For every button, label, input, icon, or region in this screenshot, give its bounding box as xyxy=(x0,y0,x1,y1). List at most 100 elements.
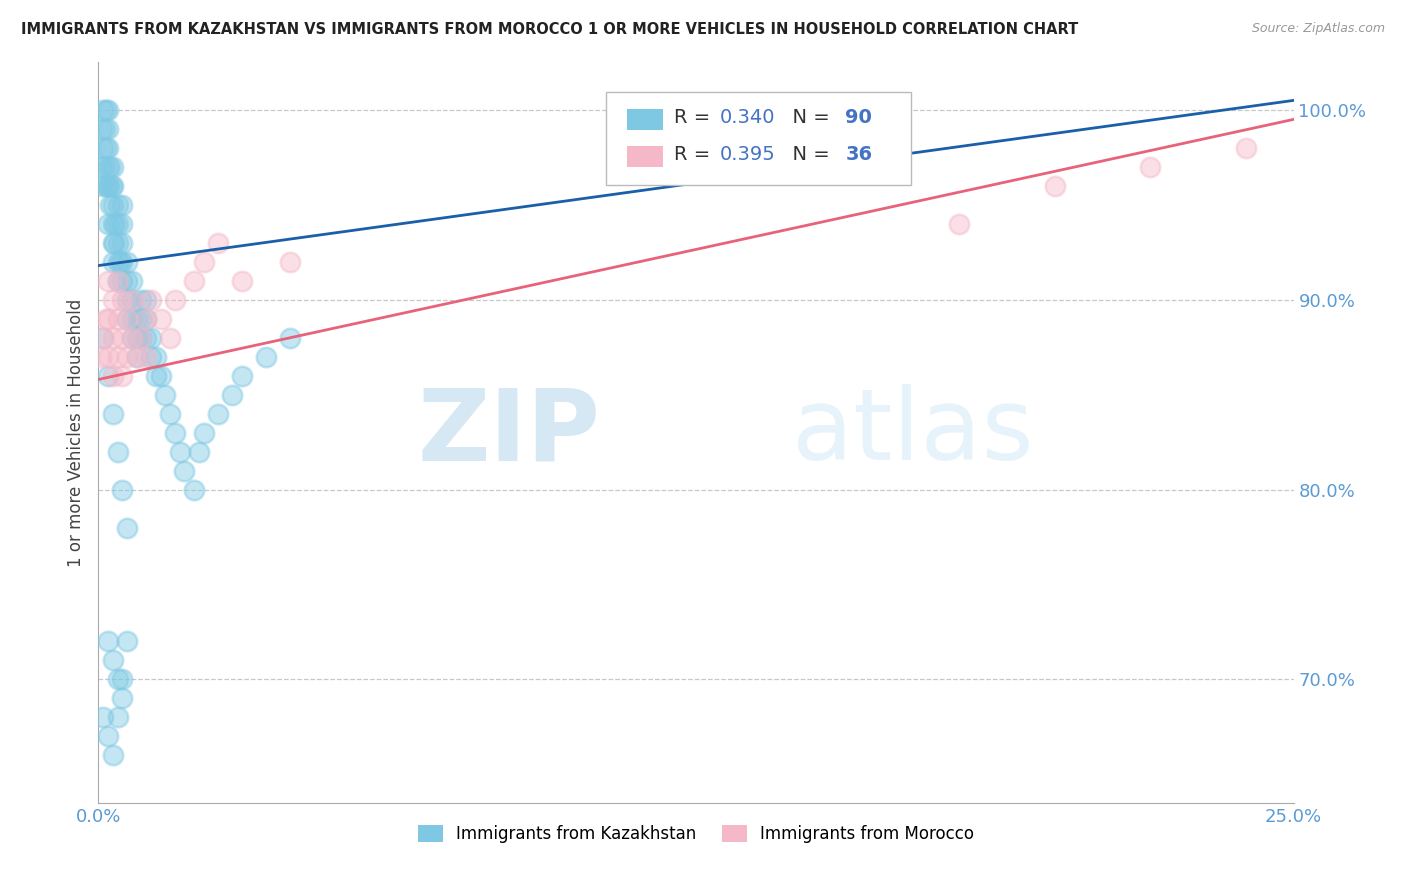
Point xyxy=(91,103,114,117)
Point xyxy=(107,198,129,212)
Point xyxy=(111,254,134,268)
Point xyxy=(149,368,172,383)
Point xyxy=(107,350,129,364)
Point xyxy=(1139,160,1161,174)
Point xyxy=(91,141,114,155)
Text: IMMIGRANTS FROM KAZAKHSTAN VS IMMIGRANTS FROM MOROCCO 1 OR MORE VEHICLES IN HOUS: IMMIGRANTS FROM KAZAKHSTAN VS IMMIGRANTS… xyxy=(21,22,1078,37)
Point xyxy=(139,293,162,307)
Point xyxy=(111,368,134,383)
Point xyxy=(111,235,134,250)
Point xyxy=(115,274,138,288)
Point xyxy=(125,331,148,345)
Point xyxy=(125,350,148,364)
Point xyxy=(115,634,138,648)
Text: 36: 36 xyxy=(845,145,873,164)
Point xyxy=(135,350,157,364)
Point xyxy=(193,425,215,440)
Text: ZIP: ZIP xyxy=(418,384,600,481)
Text: N =: N = xyxy=(780,145,835,164)
Point xyxy=(221,387,243,401)
Point xyxy=(173,464,195,478)
Point xyxy=(111,274,134,288)
Point xyxy=(90,160,112,174)
Point xyxy=(101,178,124,193)
Point xyxy=(97,178,120,193)
Point xyxy=(254,350,277,364)
Point xyxy=(107,217,129,231)
Point xyxy=(101,160,124,174)
Bar xyxy=(627,146,662,167)
Point xyxy=(207,235,229,250)
Text: 0.395: 0.395 xyxy=(720,145,776,164)
Point xyxy=(145,350,167,364)
Point xyxy=(159,407,181,421)
Point xyxy=(101,407,124,421)
Point xyxy=(278,254,301,268)
Point xyxy=(1234,141,1257,155)
Point xyxy=(91,331,114,345)
Point xyxy=(149,311,172,326)
Text: R =: R = xyxy=(675,109,717,128)
Point xyxy=(101,178,124,193)
Point xyxy=(97,103,120,117)
Point xyxy=(183,274,205,288)
Point xyxy=(131,331,153,345)
Point xyxy=(111,691,134,706)
Point xyxy=(91,710,114,724)
Point xyxy=(121,331,143,345)
Point xyxy=(948,217,970,231)
Point xyxy=(155,387,177,401)
Point xyxy=(90,350,112,364)
Point xyxy=(101,368,124,383)
Y-axis label: 1 or more Vehicles in Household: 1 or more Vehicles in Household xyxy=(66,299,84,566)
Text: N =: N = xyxy=(780,109,835,128)
Point xyxy=(104,217,127,231)
Point xyxy=(101,331,124,345)
Point xyxy=(111,483,134,497)
Point xyxy=(103,235,125,250)
Point xyxy=(98,198,122,212)
Point xyxy=(131,311,153,326)
Point xyxy=(107,254,129,268)
Point xyxy=(97,121,120,136)
Point xyxy=(108,254,131,268)
Point xyxy=(121,331,143,345)
Point xyxy=(187,444,209,458)
Point xyxy=(135,293,157,307)
Point xyxy=(101,217,124,231)
Point xyxy=(111,293,134,307)
Text: Source: ZipAtlas.com: Source: ZipAtlas.com xyxy=(1251,22,1385,36)
Point xyxy=(107,673,129,687)
Point xyxy=(163,293,186,307)
Point xyxy=(91,178,114,193)
Point xyxy=(94,178,117,193)
Point xyxy=(107,710,129,724)
Point xyxy=(135,311,157,326)
Point xyxy=(121,293,143,307)
Text: 90: 90 xyxy=(845,109,872,128)
Point xyxy=(97,350,120,364)
Bar xyxy=(627,109,662,130)
Point xyxy=(125,311,148,326)
Point xyxy=(183,483,205,497)
Point xyxy=(115,311,138,326)
Point xyxy=(135,311,157,326)
Point xyxy=(97,217,120,231)
Point xyxy=(139,331,162,345)
Point xyxy=(111,331,134,345)
Point xyxy=(107,235,129,250)
Point xyxy=(145,368,167,383)
Point xyxy=(98,160,122,174)
Point xyxy=(111,217,134,231)
Point xyxy=(93,121,115,136)
Point xyxy=(97,311,120,326)
Point xyxy=(135,331,157,345)
Point xyxy=(97,368,120,383)
Point xyxy=(101,293,124,307)
Point xyxy=(107,274,129,288)
Point xyxy=(193,254,215,268)
Point xyxy=(97,274,120,288)
Point xyxy=(107,444,129,458)
Point xyxy=(94,141,117,155)
Point xyxy=(97,141,120,155)
